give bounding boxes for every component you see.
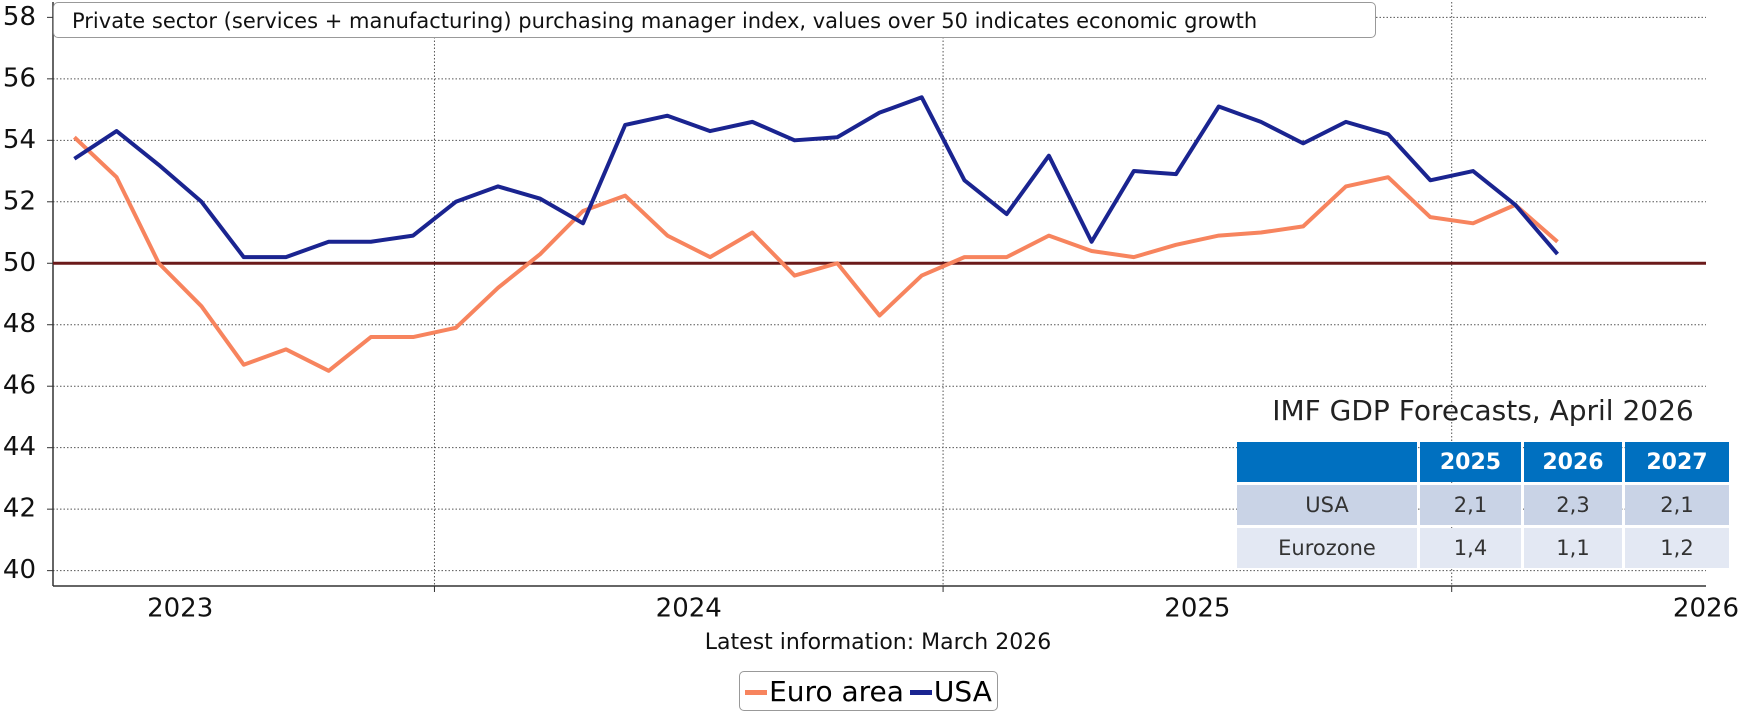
x-tick-label: 2025 [1164,594,1230,624]
y-tick-label: 46 [3,371,36,401]
cell: Eurozone [1237,528,1417,568]
x-tick-label: 2023 [147,594,213,624]
header-cell [1237,442,1417,482]
table-row: USA 2,1 2,3 2,1 [1237,485,1729,525]
cell: 2,3 [1524,485,1622,525]
table-row: Eurozone 1,4 1,1 1,2 [1237,528,1729,568]
header-cell: 2025 [1420,442,1521,482]
line-series [73,95,1559,260]
legend-swatch [745,690,768,695]
legend-label: USA [933,674,992,708]
subtitle: Latest information: March 2026 [705,630,1051,655]
y-tick-label: 44 [3,432,36,462]
x-tick-label: 2026 [1673,594,1739,624]
table-title: IMF GDP Forecasts, April 2026 [1272,394,1694,427]
y-tick-label: 50 [3,248,36,278]
legend-item: USA [909,674,992,708]
forecast-table: 2025 2026 2027 USA 2,1 2,3 2,1 Eurozone … [1234,439,1732,571]
legend-item: Euro area [745,675,904,708]
line-series [72,135,1559,373]
cell: USA [1237,485,1417,525]
legend-label: Euro area [769,674,904,708]
cell: 1,2 [1625,528,1729,568]
legend: Euro area USA [739,671,998,711]
header-cell: 2026 [1524,442,1622,482]
legend-swatch [909,690,932,695]
y-tick-label: 56 [3,63,36,93]
table-header: 2025 2026 2027 [1237,442,1729,482]
header-cell: 2027 [1625,442,1729,482]
y-tick-label: 48 [3,309,36,339]
y-tick-label: 40 [3,555,36,585]
cell: 1,1 [1524,528,1622,568]
cell: 2,1 [1625,485,1729,525]
y-tick-label: 42 [3,494,36,524]
y-tick-label: 52 [3,186,36,216]
cell: 1,4 [1420,528,1521,568]
x-tick-label: 2024 [656,594,722,624]
y-tick-label: 54 [3,125,36,155]
cell: 2,1 [1420,485,1521,525]
chart-title: Private sector (services + manufacturing… [53,2,1376,38]
y-tick-label: 58 [3,2,36,32]
